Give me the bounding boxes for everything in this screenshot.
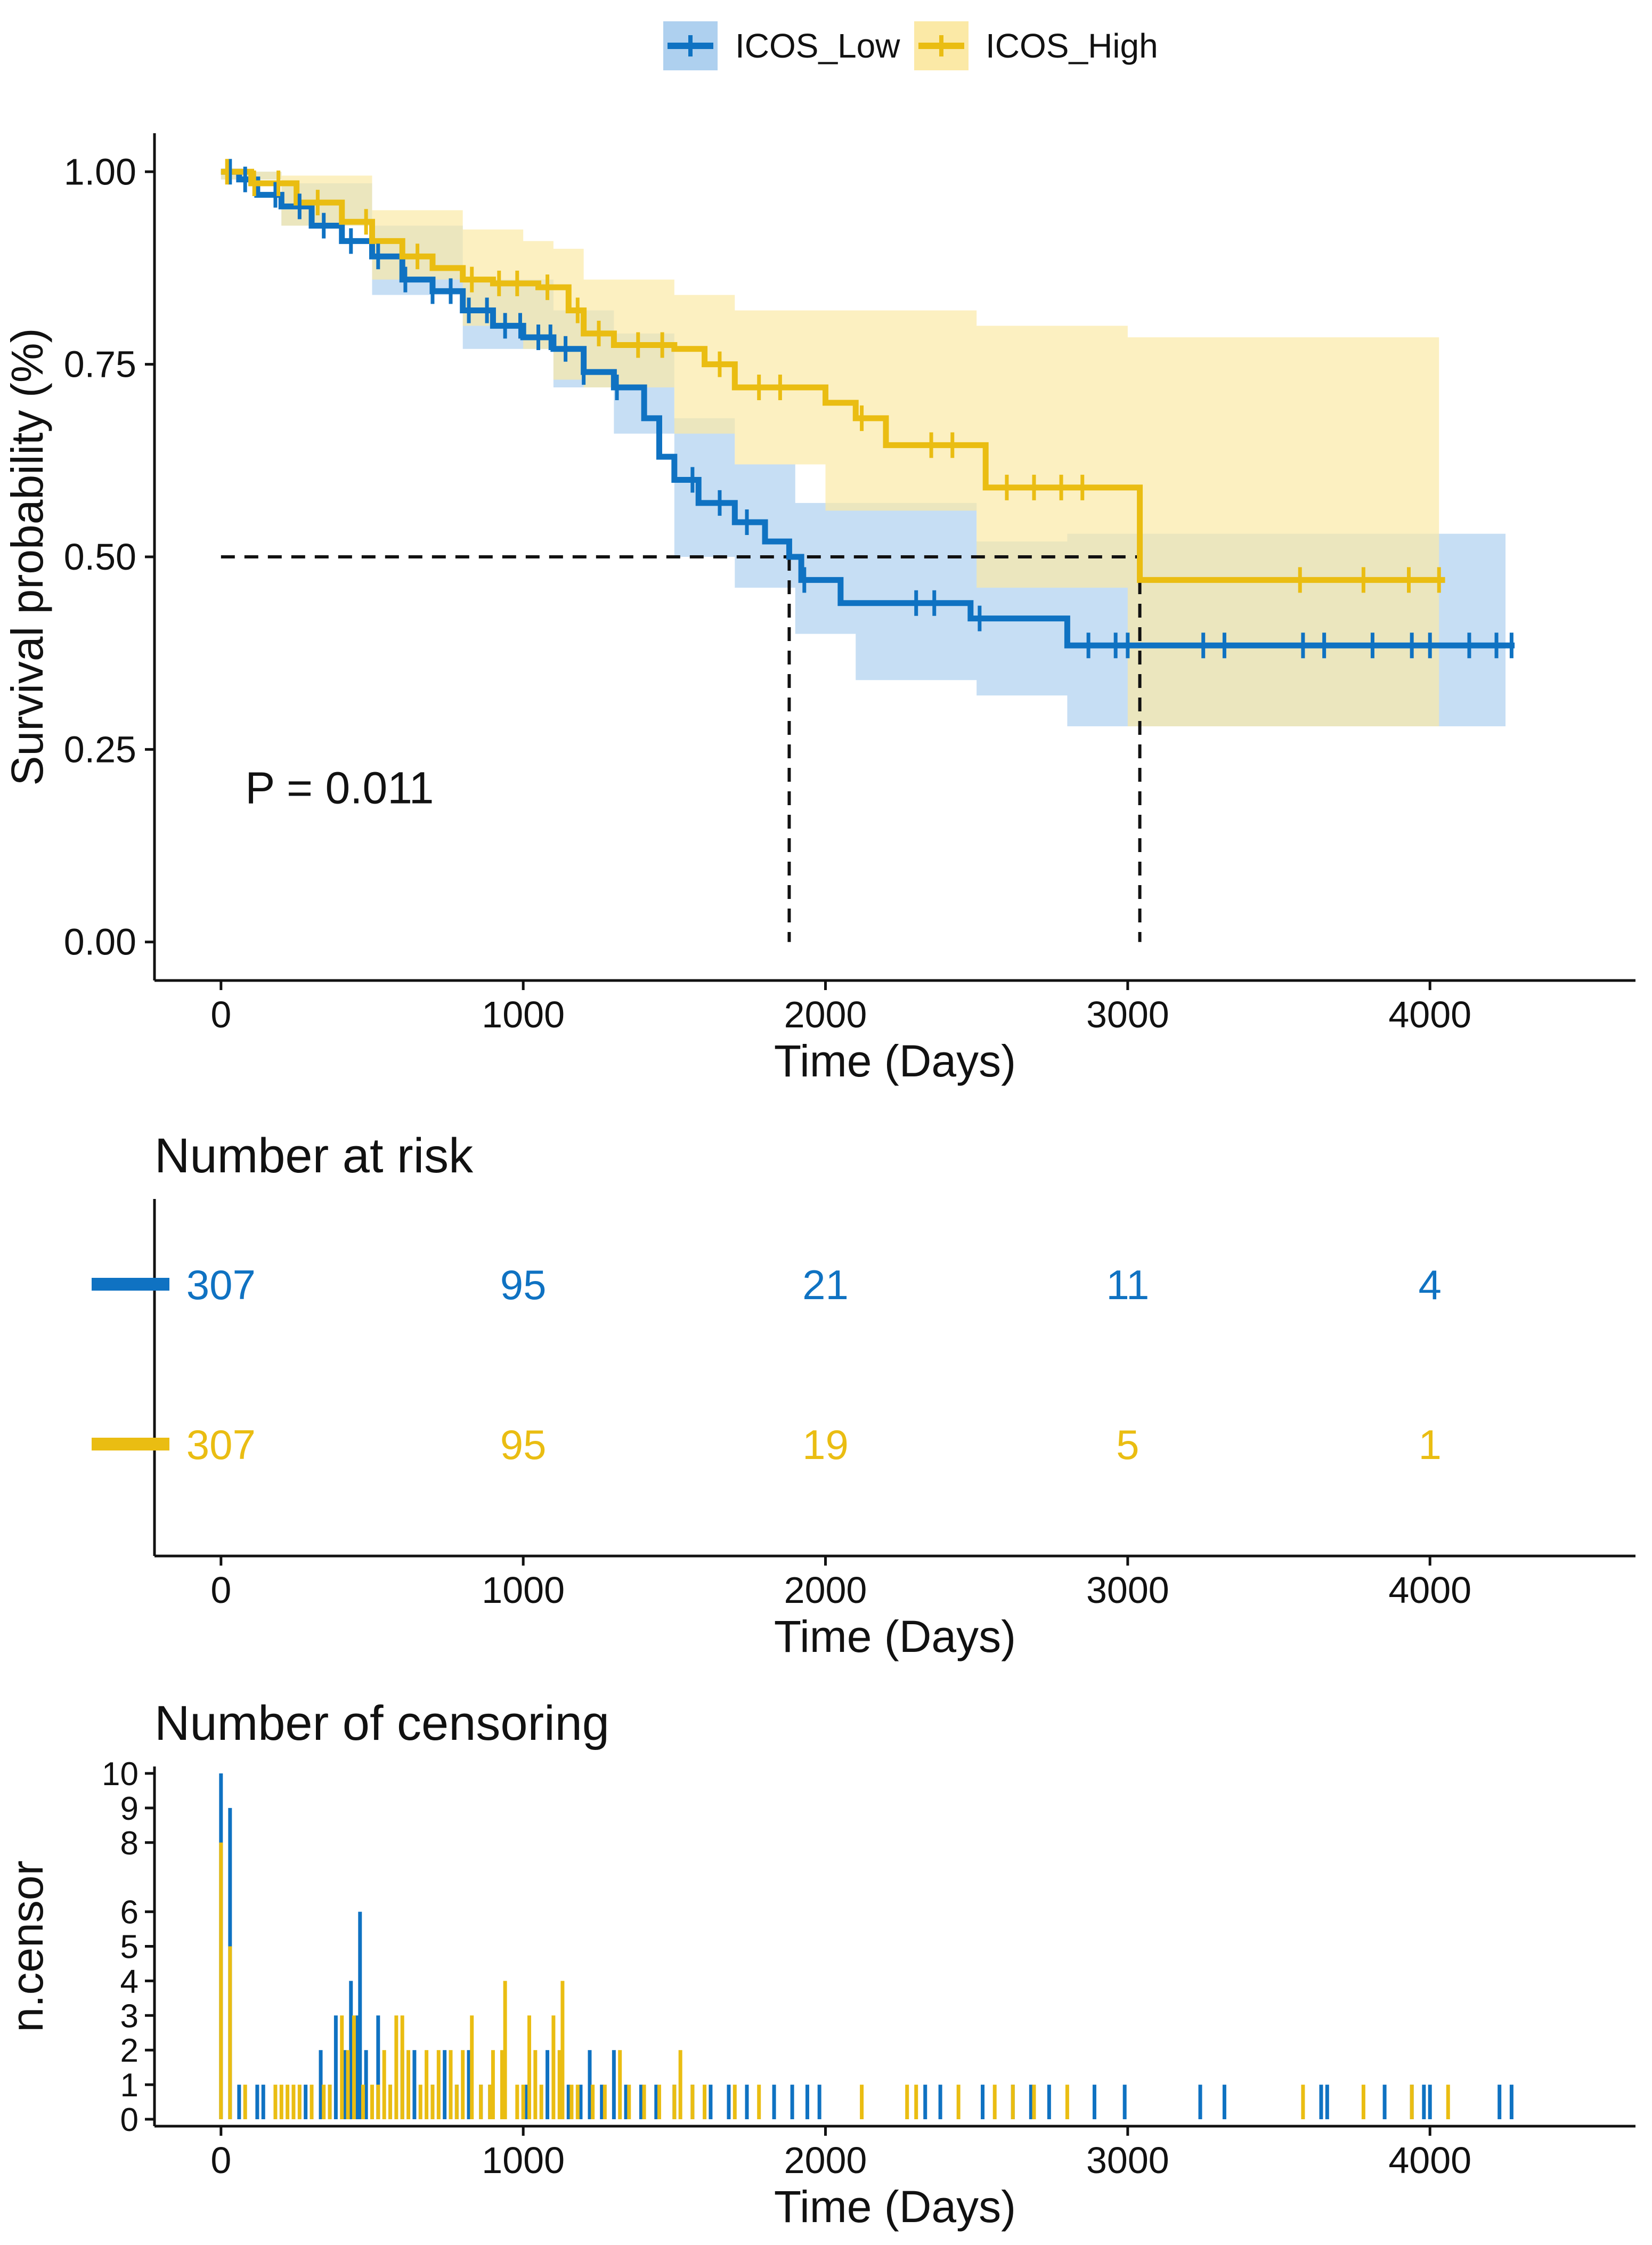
legend-label-low: ICOS_Low bbox=[735, 27, 900, 65]
risk-x-tick-label: 0 bbox=[210, 1569, 231, 1611]
risk-table-title: Number at risk bbox=[154, 1129, 474, 1183]
censoring-y-tick-label: 6 bbox=[120, 1894, 139, 1931]
risk-count: 307 bbox=[186, 1261, 256, 1308]
censoring-x-tick-label: 4000 bbox=[1388, 2139, 1471, 2181]
censoring-y-tick-label: 10 bbox=[102, 1756, 139, 1793]
risk-x-tick-label: 2000 bbox=[784, 1569, 867, 1611]
survival-x-tick-label: 0 bbox=[210, 994, 231, 1035]
survival-panel: 0.00 0.25 0.50 0.75 1.00 0 1000 2000 3000 4000 P … bbox=[2, 133, 1635, 1086]
censoring-x-tick-label: 3000 bbox=[1086, 2139, 1169, 2181]
confidence-bands bbox=[221, 172, 1506, 727]
censoring-x-tick-label: 2000 bbox=[784, 2139, 867, 2181]
confidence-band-icos-high bbox=[221, 172, 1439, 727]
p-value-annotation: P = 0.011 bbox=[245, 763, 434, 813]
risk-count: 19 bbox=[802, 1421, 849, 1468]
risk-count: 21 bbox=[802, 1261, 849, 1308]
censoring-x-tick-label: 1000 bbox=[482, 2139, 565, 2181]
risk-count: 11 bbox=[1106, 1261, 1149, 1308]
survival-x-tick-label: 1000 bbox=[482, 994, 565, 1035]
risk-table-panel: Number at risk 0 1000 2000 3000 4000 307 95 21… bbox=[92, 1129, 1635, 1662]
survival-x-axis-title: Time (Days) bbox=[774, 1036, 1016, 1086]
censoring-x-axis-title: Time (Days) bbox=[774, 2182, 1016, 2232]
survival-y-tick-label: 0.00 bbox=[64, 921, 136, 963]
legend: ICOS_Low ICOS_High bbox=[663, 21, 1158, 70]
risk-x-tick-label: 1000 bbox=[482, 1569, 565, 1611]
survival-x-tick-label: 3000 bbox=[1086, 994, 1169, 1035]
censoring-y-axis-title: n.censor bbox=[2, 1860, 52, 2032]
risk-x-axis-title: Time (Days) bbox=[774, 1611, 1016, 1662]
censoring-spikes bbox=[219, 1773, 1513, 2120]
censoring-title: Number of censoring bbox=[154, 1696, 609, 1750]
censoring-y-tick-label: 4 bbox=[120, 1963, 139, 2000]
censoring-x-tick-label: 0 bbox=[210, 2139, 231, 2181]
risk-count: 307 bbox=[186, 1421, 256, 1468]
survival-y-tick-label: 0.25 bbox=[64, 728, 136, 770]
risk-count: 5 bbox=[1116, 1421, 1139, 1468]
survival-y-axis-title: Survival probability (%) bbox=[2, 328, 52, 786]
survival-axes: 0.00 0.25 0.50 0.75 1.00 0 1000 2000 3000 4000 bbox=[64, 133, 1635, 1035]
legend-label-high: ICOS_High bbox=[986, 27, 1158, 65]
risk-count: 95 bbox=[500, 1421, 547, 1468]
survival-y-tick-label: 0.50 bbox=[64, 536, 136, 578]
censor-marks bbox=[225, 159, 1513, 659]
survival-y-tick-label: 0.75 bbox=[64, 344, 136, 385]
risk-count: 4 bbox=[1419, 1261, 1442, 1308]
censoring-y-tick-label: 2 bbox=[120, 2032, 139, 2069]
censoring-y-tick-label: 3 bbox=[120, 1998, 139, 2035]
risk-count: 1 bbox=[1419, 1421, 1442, 1468]
risk-x-tick-label: 4000 bbox=[1388, 1569, 1471, 1611]
median-survival-lines bbox=[221, 555, 1142, 942]
censoring-y-tick-label: 8 bbox=[120, 1825, 139, 1862]
risk-table-axes: 0 1000 2000 3000 4000 bbox=[153, 1199, 1635, 1611]
survival-x-tick-label: 2000 bbox=[784, 994, 867, 1035]
risk-count: 95 bbox=[500, 1261, 547, 1308]
censoring-y-tick-label: 0 bbox=[120, 2102, 139, 2138]
survival-x-tick-label: 4000 bbox=[1388, 994, 1471, 1035]
survival-y-tick-label: 1.00 bbox=[64, 151, 136, 192]
censoring-y-tick-label: 1 bbox=[120, 2067, 139, 2104]
risk-table-cells: 307 95 21 11 4 307 95 19 5 1 bbox=[92, 1261, 1442, 1468]
censoring-y-tick-label: 5 bbox=[120, 1929, 139, 1966]
censoring-y-tick-label: 9 bbox=[120, 1790, 139, 1827]
risk-x-tick-label: 3000 bbox=[1086, 1569, 1169, 1611]
